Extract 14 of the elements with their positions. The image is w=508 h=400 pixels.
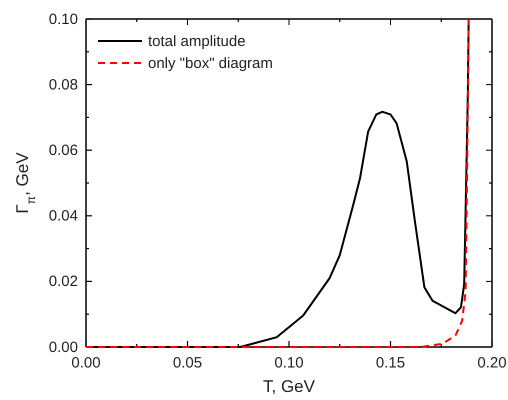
legend-label: only "box" diagram	[148, 55, 273, 72]
x-tick-label: 0.20	[477, 354, 507, 372]
y-tick-label: 0.08	[48, 76, 78, 94]
y-tick-label: 0.04	[48, 208, 78, 225]
x-tick-label: 0.10	[274, 354, 304, 372]
x-tick-label: 0.05	[172, 354, 202, 372]
x-tick-label: 0.15	[376, 354, 406, 372]
y-tick-label: 0.00	[48, 338, 78, 356]
y-tick-label: 0.02	[48, 273, 78, 290]
x-axis-title: T, GeV	[263, 377, 316, 396]
y-tick-label: 0.06	[48, 142, 78, 159]
y-tick-label: 0.10	[48, 10, 78, 28]
legend-label: total amplitude	[148, 33, 246, 50]
x-tick-label: 0.00	[71, 354, 101, 372]
